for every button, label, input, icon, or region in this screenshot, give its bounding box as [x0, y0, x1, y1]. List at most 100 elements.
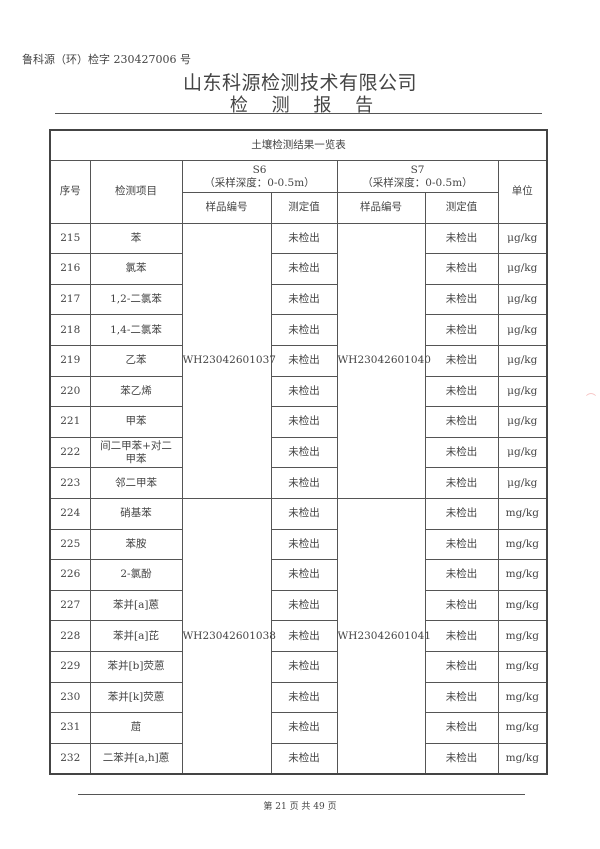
s7-value: 未检出	[424, 283, 499, 316]
report-title: 检 测 报 告	[229, 95, 383, 116]
test-item: 苯并[b]荧蒽	[89, 650, 183, 683]
row-number: 226	[49, 559, 91, 591]
table-row: 217 1,2-二氯苯 未检出 未检出 μg/kg	[49, 283, 548, 316]
s7-value: 未检出	[424, 467, 499, 499]
unit: μg/kg	[497, 314, 548, 346]
s6-value: 未检出	[270, 375, 338, 408]
row-number: 232	[49, 742, 91, 775]
s6-value: 未检出	[270, 681, 338, 714]
table-row: 215 苯 WH23042601037 未检出 WH23042601040 未检出 μg/k…	[49, 222, 548, 499]
test-item: 䓛	[89, 712, 183, 744]
table-caption: 土壤检测结果一览表	[49, 129, 548, 161]
table-row: 232 二苯并[a,h]蒽 未检出 未检出 mg/kg	[49, 742, 548, 775]
row-number: 230	[49, 681, 91, 714]
s6-value: 未检出	[270, 344, 338, 377]
unit: mg/kg	[497, 528, 548, 561]
row-number: 219	[49, 344, 91, 377]
results-table: 土壤检测结果一览表 序号 检测项目 S6 （采样深度：0-0.5m） S7 （采样深…	[49, 129, 549, 776]
row-number: 225	[49, 528, 91, 561]
s7-value: 未检出	[424, 681, 499, 714]
row-number: 229	[49, 650, 91, 683]
table-row: 225 苯胺 未检出 未检出 mg/kg	[49, 528, 548, 561]
test-item: 甲苯	[89, 406, 183, 438]
test-item: 苯胺	[89, 528, 183, 561]
s7-value: 未检出	[424, 650, 499, 683]
unit: μg/kg	[497, 436, 548, 469]
table-row: 222 间二甲苯+对二甲苯 未检出 未检出 μg/kg	[49, 436, 548, 469]
table-row: 231 䓛未检出 未检出 mg/kg	[49, 712, 548, 744]
s6-value: 未检出	[270, 559, 338, 591]
table-row: 227 苯并[a]蒽 未检出 未检出 mg/kg	[49, 589, 548, 622]
row-number: 218	[49, 314, 91, 346]
row-number: 215	[49, 222, 91, 255]
table-row: 218 1,4-二氯苯 未检出 未检出 μg/kg	[49, 314, 548, 346]
s7-value: 未检出	[424, 436, 499, 469]
unit: mg/kg	[497, 681, 548, 714]
s7-value: 未检出	[424, 344, 499, 377]
unit: μg/kg	[497, 375, 548, 408]
s6-value: 未检出	[270, 436, 338, 469]
s6-value: 未检出	[270, 742, 338, 775]
s6-value: 未检出	[270, 620, 338, 652]
table-row: 221 甲苯 未检出 未检出 μg/kg	[49, 406, 548, 438]
test-item: 1,4-二氯苯	[89, 314, 183, 346]
col-header-item: 检测项目	[89, 160, 183, 224]
unit: μg/kg	[497, 467, 548, 499]
unit: μg/kg	[497, 344, 548, 377]
s7-name: S7	[410, 163, 425, 176]
col-header-s6: S6 （采样深度：0-0.5m）	[181, 160, 338, 193]
row-number: 222	[49, 436, 91, 469]
row-number: 223	[49, 467, 91, 499]
s6-name: S6	[252, 163, 267, 176]
row-number: 228	[49, 620, 91, 652]
s7-value: 未检出	[424, 314, 499, 346]
test-item: 苯并[a]蒽	[89, 589, 183, 622]
table-row: 216 氯苯 未检出 未检出 μg/kg	[49, 253, 548, 285]
company-name: 山东科源检测技术有限公司	[182, 72, 417, 94]
s6-sample-id: WH23042601037	[181, 222, 276, 499]
test-item: 氯苯	[89, 253, 183, 285]
test-item: 1,2-二氯苯	[89, 283, 183, 316]
unit: μg/kg	[497, 283, 548, 316]
unit: mg/kg	[497, 559, 548, 591]
table-row: 219 乙苯 未检出 未检出 μg/kg	[49, 344, 548, 377]
row-number: 217	[49, 283, 91, 316]
table-row: 228 苯并[a]芘 未检出 未检出 mg/kg	[49, 620, 548, 652]
table-row: 230 苯并[k]荧蒽 未检出 未检出 mg/kg	[49, 681, 548, 714]
s7-sample-id: WH23042601040	[336, 222, 431, 499]
s6-value: 未检出	[270, 497, 338, 530]
test-item: 硝基苯	[89, 497, 183, 530]
col-header-no: 序号	[49, 160, 91, 224]
table-row: 229 苯并[b]荧蒽 未检出 未检出 mg/kg	[49, 650, 548, 683]
s6-value: 未检出	[270, 712, 338, 744]
col-header-s6-value: 测定值	[270, 192, 338, 224]
s7-value: 未检出	[424, 712, 499, 744]
test-item: 间二甲苯+对二甲苯	[89, 436, 183, 469]
test-item: 苯并[a]芘	[89, 620, 183, 652]
unit: mg/kg	[497, 497, 548, 530]
s6-value: 未检出	[270, 589, 338, 622]
s6-value: 未检出	[270, 253, 338, 285]
s7-value: 未检出	[424, 528, 499, 561]
s7-value: 未检出	[424, 620, 499, 652]
s7-value: 未检出	[424, 375, 499, 408]
table-row: 223 邻二甲苯 未检出 未检出 μg/kg	[49, 467, 548, 499]
col-header-s6-sample: 样品编号	[181, 192, 272, 224]
footer-divider	[78, 794, 525, 795]
unit: mg/kg	[497, 650, 548, 683]
s7-value: 未检出	[424, 589, 499, 622]
header-divider	[55, 113, 542, 114]
row-number: 220	[49, 375, 91, 408]
unit: μg/kg	[497, 406, 548, 438]
unit: μg/kg	[497, 253, 548, 285]
s6-value: 未检出	[270, 406, 338, 438]
s7-value: 未检出	[424, 497, 499, 530]
s7-sample-id: WH23042601041	[336, 497, 431, 775]
test-item: 苯	[89, 222, 183, 255]
test-item: 2-氯酚	[89, 559, 183, 591]
row-number: 221	[49, 406, 91, 438]
col-header-s7: S7 （采样深度：0-0.5m）	[336, 160, 499, 193]
row-number: 216	[49, 253, 91, 285]
s6-value: 未检出	[270, 222, 338, 255]
s7-depth: （采样深度：0-0.5m）	[362, 176, 473, 189]
